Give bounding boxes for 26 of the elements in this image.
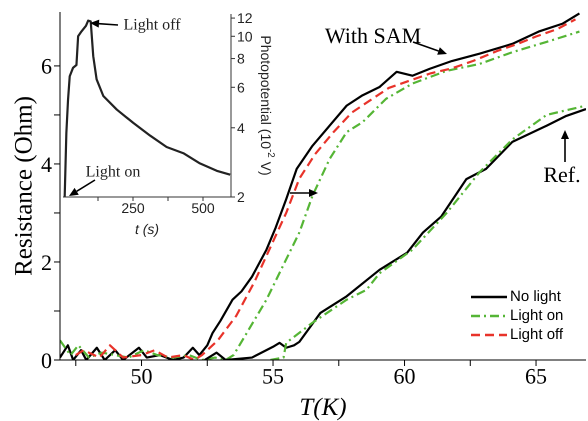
- x-axis-title: T(K): [299, 394, 347, 421]
- y2-tick-label: 10: [237, 28, 253, 44]
- annotation: Light off: [123, 16, 182, 34]
- annotation: Light on: [86, 164, 140, 181]
- y-axis-title: Resistance (Ohm): [10, 96, 38, 276]
- x-tick-label: 250: [121, 200, 145, 216]
- y-tick-label: 6: [41, 54, 52, 79]
- x-tick-label: 60: [394, 364, 416, 389]
- y-tick-label: 2: [41, 250, 52, 275]
- y2-tick-label: 2: [237, 188, 245, 205]
- annotation: Ref.: [543, 162, 581, 188]
- y2-tick-label: 4: [237, 120, 245, 136]
- x-tick-label: 55: [262, 364, 284, 389]
- y-tick-label: 4: [41, 152, 52, 177]
- y2-tick-label: 8: [237, 50, 245, 67]
- x-tick-label: 50: [130, 364, 153, 389]
- annotation: With SAM: [324, 23, 422, 48]
- x-axis-title: t (s): [134, 221, 160, 237]
- legend-label: Light off: [510, 326, 564, 343]
- legend-label: No light: [510, 288, 561, 305]
- y2-tick-label: 12: [237, 10, 253, 26]
- legend-label: Light on: [510, 307, 564, 324]
- y2-tick-label: 6: [237, 79, 245, 96]
- x-tick-label: 65: [525, 364, 548, 389]
- x-tick-label: 500: [191, 200, 215, 216]
- y-tick-label: 0: [41, 348, 52, 373]
